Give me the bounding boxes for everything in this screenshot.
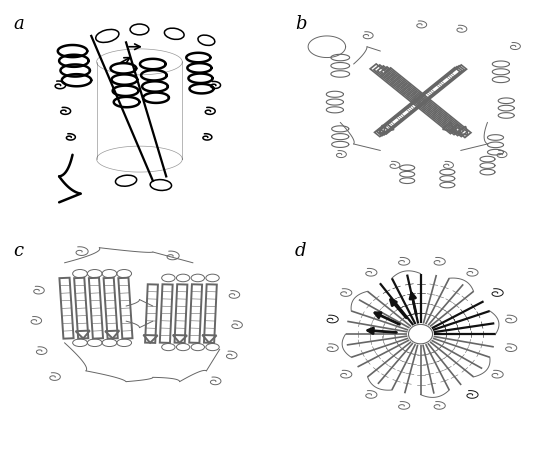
- Text: d: d: [295, 242, 306, 260]
- Text: b: b: [295, 15, 306, 33]
- Text: a: a: [13, 15, 25, 33]
- Text: c: c: [13, 242, 24, 260]
